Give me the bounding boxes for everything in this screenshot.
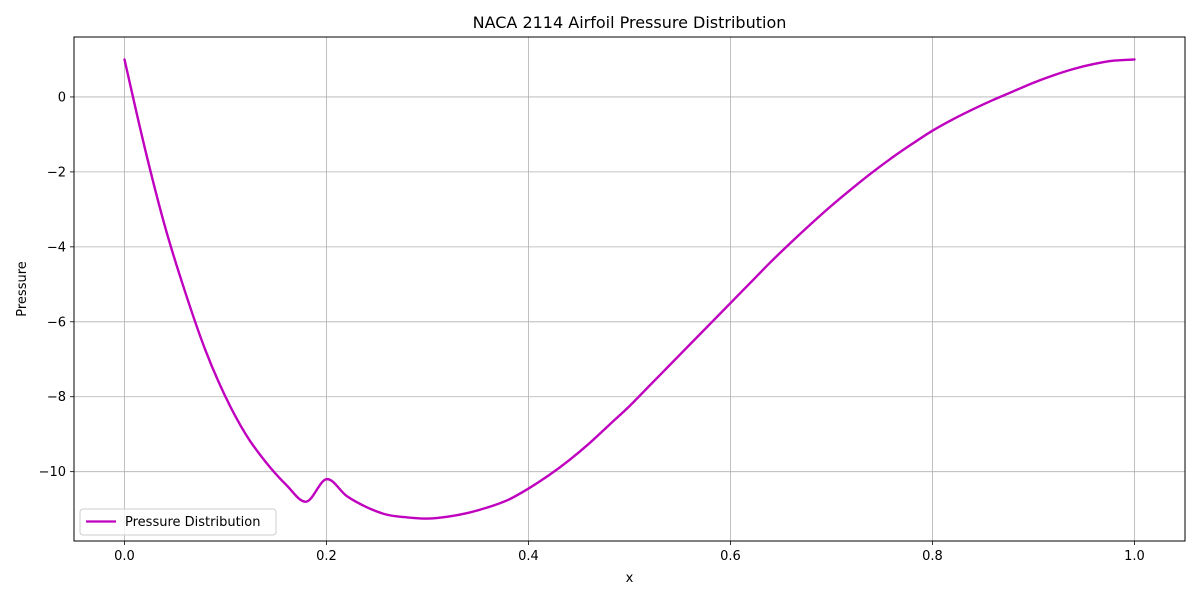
y-tick-label: −4 (47, 240, 66, 255)
x-axis-label: x (626, 571, 634, 586)
y-tick-label: 0 (58, 90, 66, 105)
legend-box (79, 508, 277, 536)
x-tick-label: 0.6 (720, 549, 741, 564)
y-tick-label: −6 (47, 315, 66, 330)
x-tick-label: 0.0 (114, 549, 135, 564)
legend-label: Pressure Distribution (125, 515, 260, 530)
x-tick-label: 0.4 (518, 549, 539, 564)
y-tick-label: −10 (39, 465, 66, 480)
series-line (123, 58, 1136, 520)
ticks: 0.0 0.2 0.4 0.6 0.8 1.0 0 −2 −4 −6 −8 −10 (39, 90, 1145, 564)
chart-title: NACA 2114 Airfoil Pressure Distribution (473, 13, 787, 32)
y-axis-label: Pressure (15, 261, 30, 317)
legend: Pressure Distribution (79, 508, 277, 536)
series-layer (123, 58, 1136, 520)
x-tick-label: 0.8 (922, 549, 943, 564)
y-tick-label: −2 (47, 165, 66, 180)
y-tick-label: −8 (47, 390, 66, 405)
plot-frame (73, 36, 1186, 542)
x-tick-label: 1.0 (1124, 549, 1145, 564)
x-tick-label: 0.2 (316, 549, 337, 564)
